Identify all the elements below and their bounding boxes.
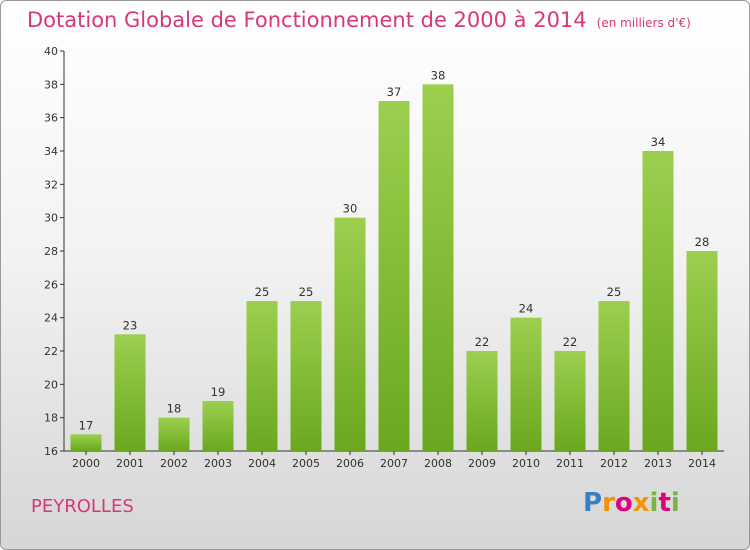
x-tick-label: 2014 bbox=[688, 457, 716, 470]
x-axis: 2000 2001 2002 2003 2004 2005 2006 2007 2008 2009… bbox=[64, 450, 724, 470]
data-label: 17 bbox=[79, 418, 94, 432]
y-tick-label: 32 bbox=[44, 178, 58, 191]
x-tick-label: 2004 bbox=[248, 457, 276, 470]
bar bbox=[202, 401, 234, 451]
y-tick-label: 26 bbox=[44, 278, 58, 291]
data-label: 23 bbox=[123, 318, 138, 332]
bar bbox=[334, 217, 366, 451]
data-label: 25 bbox=[255, 285, 270, 299]
x-tick-label: 2007 bbox=[380, 457, 408, 470]
y-tick-label: 36 bbox=[44, 112, 58, 125]
y-tick-label: 30 bbox=[44, 212, 58, 225]
bar bbox=[158, 417, 190, 451]
commune-name: PEYROLLES bbox=[31, 496, 134, 517]
bar bbox=[70, 434, 102, 451]
data-label: 18 bbox=[167, 402, 182, 416]
y-tick-label: 24 bbox=[44, 312, 58, 325]
x-tick-label: 2000 bbox=[72, 457, 100, 470]
proxiti-logo: Proxiti bbox=[583, 488, 680, 518]
bar bbox=[378, 101, 410, 451]
y-tick-label: 20 bbox=[44, 378, 58, 391]
x-tick-label: 2006 bbox=[336, 457, 364, 470]
x-tick-label: 2011 bbox=[556, 457, 584, 470]
x-tick-label: 2013 bbox=[644, 457, 672, 470]
y-tick-label: 28 bbox=[44, 245, 58, 258]
bar bbox=[422, 84, 454, 451]
bar bbox=[510, 317, 542, 451]
data-label: 22 bbox=[475, 335, 490, 349]
y-tick-label: 16 bbox=[44, 445, 58, 458]
y-tick-label: 34 bbox=[44, 145, 58, 158]
x-tick-label: 2009 bbox=[468, 457, 496, 470]
chart-title-text: Dotation Globale de Fonctionnement de 20… bbox=[27, 8, 587, 32]
data-label: 19 bbox=[211, 385, 226, 399]
x-tick-label: 2008 bbox=[424, 457, 452, 470]
bar bbox=[114, 334, 146, 451]
x-tick-label: 2005 bbox=[292, 457, 320, 470]
data-label: 25 bbox=[299, 285, 314, 299]
data-label: 24 bbox=[519, 302, 534, 316]
y-tick-label: 22 bbox=[44, 345, 58, 358]
data-label: 22 bbox=[563, 335, 578, 349]
chart-subtitle: (en milliers d'€) bbox=[596, 16, 691, 30]
data-label: 28 bbox=[695, 235, 710, 249]
bar bbox=[686, 251, 718, 451]
bar bbox=[466, 351, 498, 451]
x-tick-label: 2002 bbox=[160, 457, 188, 470]
data-label: 30 bbox=[343, 202, 358, 216]
x-tick-label: 2010 bbox=[512, 457, 540, 470]
y-tick-label: 38 bbox=[44, 78, 58, 91]
bar bbox=[642, 151, 674, 451]
data-label: 37 bbox=[387, 85, 402, 99]
data-label: 34 bbox=[651, 135, 666, 149]
x-tick-label: 2012 bbox=[600, 457, 628, 470]
bar bbox=[554, 351, 586, 451]
bar bbox=[598, 301, 630, 451]
y-tick-label: 40 bbox=[44, 45, 58, 58]
y-axis: 16 18 20 22 24 26 28 30 32 34 36 38 40 bbox=[44, 45, 65, 458]
bar bbox=[290, 301, 322, 451]
data-label: 25 bbox=[607, 285, 622, 299]
bar bbox=[246, 301, 278, 451]
chart-title: Dotation Globale de Fonctionnement de 20… bbox=[27, 8, 691, 32]
bars: 17 23 18 19 25 25 30 37 38 22 24 22 25 34 28 bbox=[70, 68, 718, 451]
data-label: 38 bbox=[431, 68, 446, 82]
x-tick-label: 2003 bbox=[204, 457, 232, 470]
y-tick-label: 18 bbox=[44, 412, 58, 425]
x-tick-label: 2001 bbox=[116, 457, 144, 470]
